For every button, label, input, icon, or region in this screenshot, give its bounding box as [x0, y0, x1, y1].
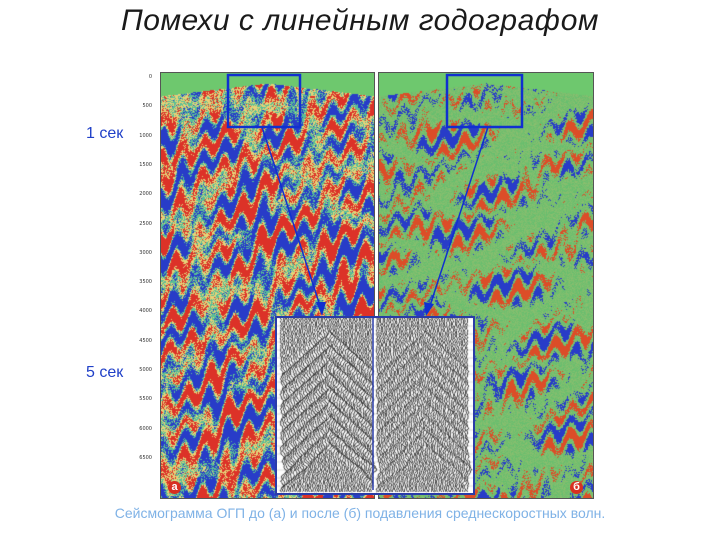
panel-label-b: б	[570, 481, 583, 494]
time-axis-tick: 5500	[139, 396, 152, 403]
time-axis-tick: 1500	[139, 161, 152, 168]
slide-title: Помехи с линейным годографом	[121, 4, 599, 37]
time-axis-tick: 6000	[139, 425, 152, 432]
zoom-inset-image	[277, 318, 473, 493]
time-axis-tick: 5000	[139, 367, 152, 373]
time-axis-tick: 6500	[139, 454, 152, 461]
time-axis-tick: 2500	[139, 220, 152, 227]
time-axis-tick: 4500	[139, 337, 152, 344]
time-axis-tick: 3000	[139, 249, 152, 256]
time-axis-tick: 3500	[139, 279, 152, 286]
time-axis-tick: 1000	[139, 132, 152, 139]
label-1-sec: 1 сек	[86, 125, 124, 142]
time-axis-tick: 0	[148, 74, 152, 80]
time-axis-tick: 500	[142, 103, 152, 110]
zoom-inset	[275, 316, 475, 495]
slide-caption: Сейсмограмма ОГП до (а) и после (б) пода…	[114, 505, 606, 521]
label-5-sec: 5 сек	[86, 364, 124, 381]
panel-label-a: а	[168, 481, 181, 494]
time-axis-tick: 2000	[139, 191, 152, 198]
time-axis-tick: 4000	[139, 308, 152, 315]
